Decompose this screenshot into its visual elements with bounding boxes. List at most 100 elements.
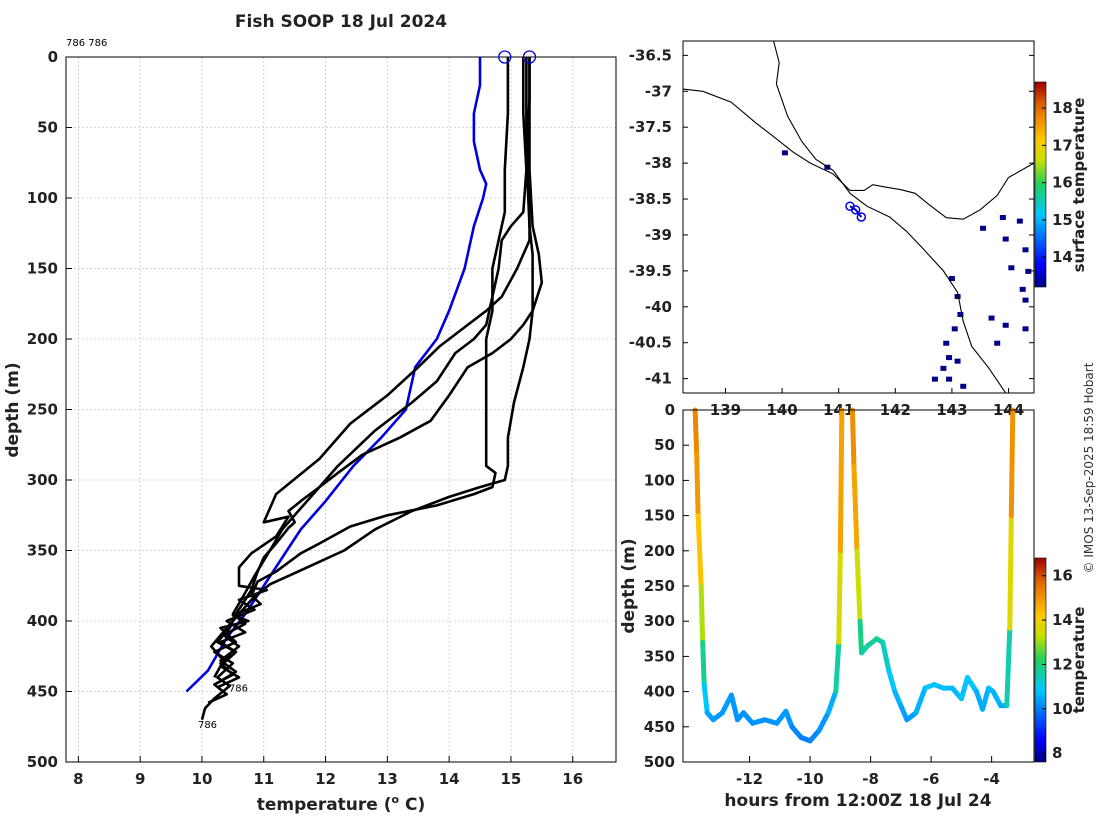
map-y-tick-label: -37.5 (629, 118, 672, 136)
transect-2-segment (892, 689, 904, 709)
transect-y-tick-label: 350 (644, 647, 675, 665)
profile-y-tick-label: 50 (37, 119, 58, 137)
map-y-tick-label: -38.5 (629, 190, 672, 208)
transect-1-segment (833, 639, 842, 695)
profile-x-tick-label: 8 (73, 770, 83, 788)
map-sst-cell (957, 311, 964, 317)
map-panel: 139 140 141 142 143 144 -36.5-37-37.5-38-38.5… (629, 40, 1088, 419)
map-y-tick-label: -40.5 (629, 334, 672, 352)
profile-y-ticks: 0 50 100 150 200 250 300 350 400 450 500 (27, 48, 72, 771)
map-colorbar-tick-label: 18 (1052, 99, 1073, 117)
transect-2-segment (913, 685, 928, 716)
profile-y-label: depth (m) (3, 362, 23, 457)
transect-2-segment (851, 463, 860, 554)
map-sst-cell (988, 315, 995, 321)
transect-colorbar-ticks: 8 10 12 14 16 (1042, 567, 1073, 762)
transect-2-segment (1008, 407, 1016, 519)
transect-1-segment (836, 548, 843, 645)
transect-colorbar-tick-label: 10 (1052, 700, 1073, 718)
map-sst-cell (980, 225, 987, 231)
map-sst-cell (1022, 326, 1029, 332)
transect-y-tick-label: 400 (644, 683, 675, 701)
map-y-tick-label: -38 (645, 154, 672, 172)
profile-x-tick-label: 11 (253, 770, 274, 788)
map-y-tick-label: -37 (645, 82, 672, 100)
transect-1-segment (837, 407, 845, 554)
map-coastline (683, 88, 1034, 220)
transect-1-segment (695, 513, 704, 589)
map-sst-cell (931, 376, 938, 382)
transect-1-segment (700, 639, 707, 688)
profile-cast-label: 786 (229, 683, 248, 694)
map-colorbar-tick-label: 17 (1052, 136, 1073, 154)
map-sst-cell (954, 294, 961, 300)
map-sst-cell (946, 376, 953, 382)
profile-x-tick-label: 9 (135, 770, 145, 788)
profile-cast-label: 786 (198, 720, 217, 731)
transect-x-tick-label: -12 (736, 770, 763, 788)
map-colorbar-tick-label: 15 (1052, 211, 1073, 229)
transect-2-segment (886, 667, 898, 695)
transect-y-tick-label: 300 (644, 612, 675, 630)
transect-2-segment (854, 548, 863, 624)
profile-y-tick-label: 100 (27, 189, 58, 207)
map-y-tick-label: -36.5 (629, 46, 672, 64)
map-colorbar-tick-label: 14 (1052, 248, 1073, 266)
map-y-tick-label: -39.5 (629, 262, 672, 280)
profile-title: Fish SOOP 18 Jul 2024 (235, 12, 447, 32)
transect-colorbar-tick-label: 14 (1052, 611, 1073, 629)
transect-2-segment (849, 407, 857, 469)
profile-series-profile-4 (216, 57, 528, 685)
profile-y-tick-label: 0 (48, 48, 58, 66)
profile-series-profile-5 (209, 57, 534, 679)
transect-y-ticks: 0 50 100 150 200 250 300 350 400 450 500 (644, 401, 689, 771)
map-shelf-line (773, 41, 1007, 393)
map-sst-cell (1002, 236, 1009, 242)
map-sst-patches (781, 150, 1032, 389)
map-sst-cell (1022, 297, 1029, 303)
map-sst-cell (954, 358, 961, 364)
profile-x-tick-label: 12 (315, 770, 336, 788)
map-sst-cell (946, 355, 953, 361)
transect-1-segment (698, 583, 706, 645)
transect-colorbar-tick-label: 12 (1052, 655, 1073, 673)
transect-y-tick-label: 200 (644, 542, 675, 560)
map-colorbar-tick-label: 16 (1052, 174, 1073, 192)
map-y-tick-label: -39 (645, 226, 672, 244)
map-colorbar-ticks: 14 15 16 17 18 (1042, 99, 1073, 266)
profile-surface-circle (498, 50, 512, 64)
map-axes-frame (682, 40, 1035, 394)
profile-surface-circle (522, 50, 537, 64)
map-background (683, 41, 1034, 393)
profile-x-tick-label: 16 (562, 770, 583, 788)
map-track-point (850, 205, 861, 215)
transect-x-label: hours from 12:00Z 18 Jul 24 (724, 791, 991, 811)
map-sst-cell (781, 150, 788, 156)
map-sst-cell (1022, 247, 1029, 253)
transect-1-segment (783, 708, 795, 730)
profile-series-profile-3 (216, 57, 531, 689)
profile-axes-frame (65, 56, 617, 763)
transect-1-segment (825, 689, 839, 716)
transect-1-segment (694, 449, 701, 519)
transect-panel: -12 -10 -8 -6 -4 0 50 100 150 200 250 300 350 400 450… (619, 401, 1088, 811)
map-sst-cell (1025, 268, 1032, 274)
transect-x-tick-label: -6 (923, 770, 940, 788)
profile-y-tick-label: 350 (27, 542, 58, 560)
map-y-ticks: -36.5 -37 -37.5 -38 -38.5 -39 -39.5 -40 -40.5 -41 (629, 46, 1034, 388)
map-colorbar-label: surface temperature (1070, 98, 1088, 273)
profile-x-tick-label: 10 (192, 770, 213, 788)
transect-x-tick-label: -8 (862, 770, 879, 788)
profile-x-tick-label: 15 (501, 770, 522, 788)
map-sst-cell (948, 276, 955, 282)
transect-2-segment (857, 618, 865, 656)
profile-grid (66, 56, 616, 763)
transect-y-tick-label: 250 (644, 577, 675, 595)
map-sst-cell (951, 326, 958, 332)
map-sst-cell (960, 383, 967, 389)
transect-colorbar-tick-label: 8 (1052, 744, 1062, 762)
transect-y-tick-label: 500 (644, 753, 675, 771)
profile-annotations: 786 786 (198, 683, 248, 731)
transect-x-tick-label: -4 (983, 770, 1000, 788)
